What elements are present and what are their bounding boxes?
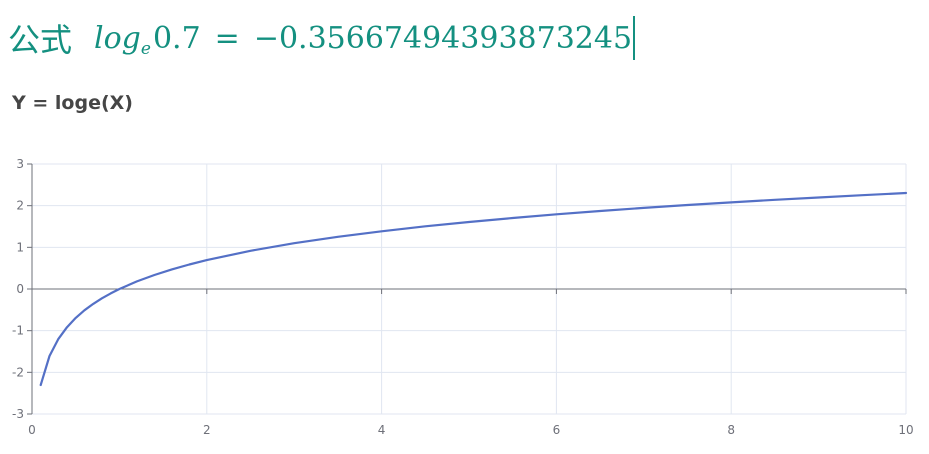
chart-title: Y = loge(X) (12, 92, 133, 114)
series-layer (39, 191, 908, 387)
formula-label: 公式 (8, 21, 73, 59)
x-tick-label: 2 (203, 423, 211, 437)
y-tick-label: -1 (12, 324, 24, 338)
y-tick-label: 1 (16, 240, 24, 254)
formula-base: e (140, 38, 151, 59)
y-tick-label: 0 (16, 282, 24, 296)
series-line (39, 191, 908, 387)
y-tick-label: -3 (12, 407, 24, 421)
text-cursor (633, 16, 636, 60)
x-tick-label: 4 (378, 423, 386, 437)
formula-argument: 0.7 (152, 20, 201, 56)
x-tick-label: 10 (898, 423, 913, 437)
formula-result: −0.35667494393873245 (253, 20, 633, 56)
x-tick-label: 8 (727, 423, 735, 437)
y-tick-label: 2 (16, 199, 24, 213)
x-tick-label: 0 (28, 423, 36, 437)
y-tick-label: -2 (12, 365, 24, 379)
x-tick-label: 6 (553, 423, 561, 437)
formula-expression: log e 0.7 = −0.35667494393873245 (94, 20, 633, 59)
formula-display: 公式 log e 0.7 = −0.35667494393873245 (8, 14, 636, 62)
y-tick-label: 3 (16, 157, 24, 171)
formula-equals: = (214, 20, 240, 56)
formula-function: log (94, 20, 141, 56)
axes (27, 163, 907, 415)
